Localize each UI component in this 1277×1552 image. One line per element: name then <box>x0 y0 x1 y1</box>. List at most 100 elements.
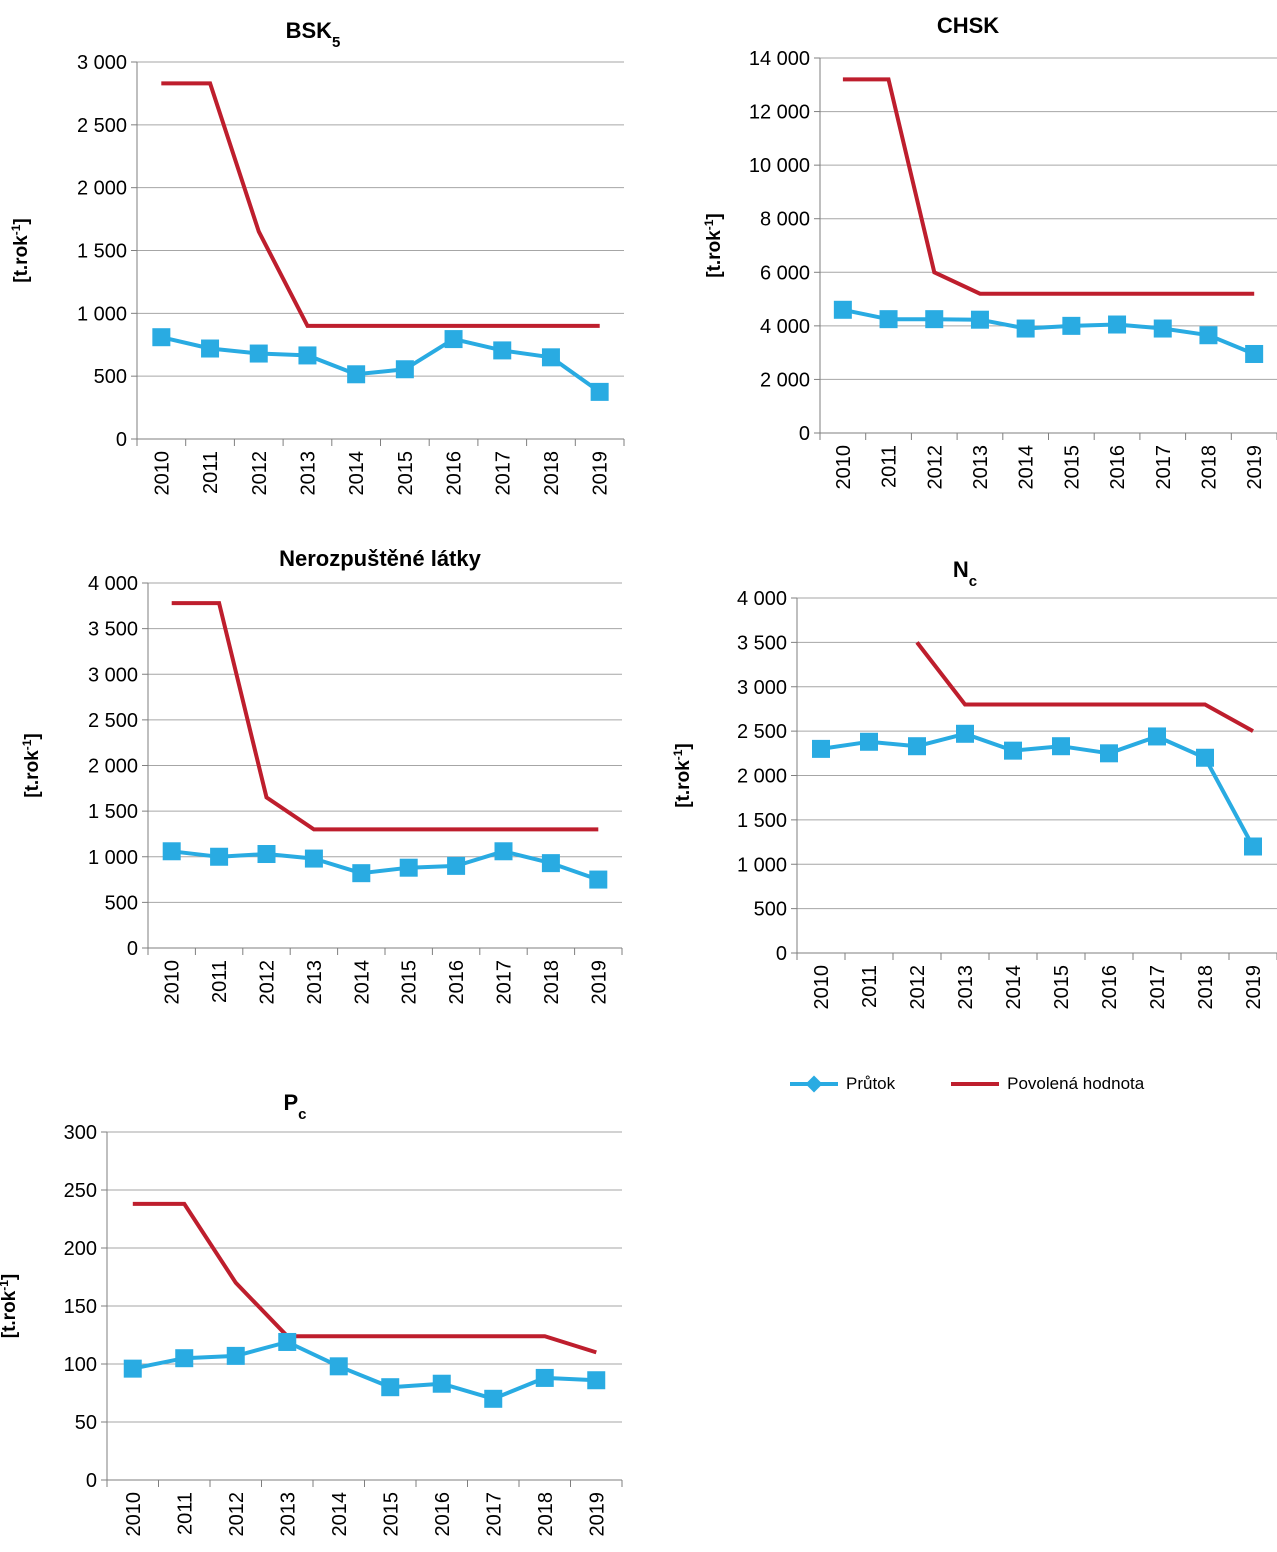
x-tick-label: 2018 <box>1198 445 1220 490</box>
data-point-prutok <box>444 330 463 349</box>
data-point-prutok <box>1196 748 1214 767</box>
data-point-prutok <box>201 339 220 358</box>
x-tick-label: 2017 <box>483 1492 505 1537</box>
chart-title: Pc <box>283 1090 306 1123</box>
data-point-prutok <box>249 344 268 363</box>
chart-5: Pc 0 50 100 150 200 250 300 2010 2011 2012 2013 2014… <box>0 1090 623 1537</box>
series-line-prutok <box>132 1340 597 1401</box>
y-tick-label: 2 000 <box>77 178 127 200</box>
x-tick-label: 2012 <box>226 1492 248 1537</box>
data-point-prutok <box>587 1371 606 1390</box>
y-tick-label: 0 <box>799 423 810 445</box>
x-tick-label: 2019 <box>1244 445 1266 490</box>
x-tick-label: 2013 <box>955 965 977 1010</box>
data-point-prutok <box>352 864 371 883</box>
data-point-prutok <box>1052 737 1070 756</box>
y-tick-label: 50 <box>75 1412 97 1434</box>
legend-label-limit: Povolená hodnota <box>1007 1074 1145 1093</box>
y-axis-label: [t.rok-1] <box>9 218 32 283</box>
y-tick-label: 0 <box>776 943 787 965</box>
data-point-prutok <box>329 1357 348 1376</box>
x-tick-label: 2014 <box>1016 445 1038 490</box>
y-tick-label: 8 000 <box>760 209 810 231</box>
data-point-prutok <box>970 310 989 329</box>
data-point-prutok <box>589 870 608 889</box>
chart-3: Nerozpuštěné látky 0 500 1 000 1 500 2 000 2 5… <box>20 546 623 1005</box>
data-point-prutok <box>1199 326 1218 345</box>
y-tick-label: 200 <box>64 1238 97 1260</box>
legend-swatch-flow <box>790 1074 838 1094</box>
series-line-prutok <box>842 307 1255 356</box>
data-point-prutok <box>1245 344 1264 363</box>
y-tick-label: 4 000 <box>88 573 138 595</box>
y-tick-label: 3 500 <box>737 632 787 654</box>
data-point-prutok <box>1062 316 1081 335</box>
x-tick-label: 2015 <box>395 451 417 496</box>
data-point-prutok <box>162 842 181 861</box>
x-tick-label: 2012 <box>249 451 271 496</box>
x-tick-label: 2015 <box>380 1492 402 1537</box>
x-tick-label: 2010 <box>811 965 833 1010</box>
x-tick-label: 2018 <box>535 1492 557 1537</box>
y-tick-label: 100 <box>64 1354 97 1376</box>
x-tick-label: 2011 <box>174 1492 196 1535</box>
x-tick-label: 2011 <box>859 965 881 1008</box>
y-tick-label: 500 <box>754 899 787 921</box>
y-tick-label: 1 000 <box>77 303 127 325</box>
data-point-prutok <box>1016 319 1035 338</box>
y-tick-label: 1 500 <box>77 241 127 263</box>
data-point-prutok <box>541 854 560 873</box>
x-tick-label: 2019 <box>590 451 612 496</box>
data-point-prutok <box>1108 315 1127 334</box>
x-tick-label: 2014 <box>329 1492 351 1537</box>
y-axis-label: [t.rok-1] <box>671 743 694 808</box>
x-tick-label: 2012 <box>924 445 946 490</box>
chart-4: Nc 0 500 1 000 1 500 2 000 2 500 3 000 3 500 4 00… <box>671 557 1277 1010</box>
series-line-povolena-hodnota <box>842 77 1255 296</box>
chart-2: CHSK 0 2 000 4 000 6 000 8 000 10 000 12 000 14 … <box>702 13 1277 490</box>
y-tick-label: 3 000 <box>77 52 127 74</box>
x-tick-label: 2010 <box>162 960 184 1005</box>
data-point-prutok <box>493 341 512 360</box>
data-point-prutok <box>304 849 323 868</box>
x-tick-label: 2013 <box>277 1492 299 1537</box>
y-tick-label: 250 <box>64 1180 97 1202</box>
data-point-prutok <box>298 346 317 365</box>
legend-item-flow: Průtok <box>790 1074 895 1094</box>
legend: Průtok Povolená hodnota <box>790 1074 1200 1094</box>
y-tick-label: 14 000 <box>749 48 810 70</box>
x-tick-label: 2018 <box>1195 965 1217 1010</box>
data-point-prutok <box>956 724 974 743</box>
data-point-prutok <box>541 348 560 367</box>
x-tick-label: 2016 <box>1107 445 1129 490</box>
data-point-prutok <box>908 737 926 756</box>
x-tick-label: 2012 <box>257 960 279 1005</box>
x-tick-label: 2014 <box>1003 965 1025 1010</box>
data-point-prutok <box>432 1374 451 1393</box>
y-axis-label: [t.rok-1] <box>702 213 725 278</box>
data-point-prutok <box>860 732 878 751</box>
data-point-prutok <box>590 382 609 401</box>
y-tick-label: 2 000 <box>737 766 787 788</box>
x-tick-label: 2017 <box>1153 445 1175 490</box>
data-point-prutok <box>278 1332 297 1351</box>
y-tick-label: 150 <box>64 1296 97 1318</box>
x-tick-label: 2011 <box>209 960 231 1003</box>
data-point-prutok <box>123 1359 142 1378</box>
y-tick-label: 6 000 <box>760 262 810 284</box>
y-tick-label: 300 <box>64 1122 97 1144</box>
data-point-prutok <box>812 739 830 758</box>
y-axis-label: [t.rok-1] <box>20 733 43 798</box>
legend-label-flow: Průtok <box>846 1074 896 1093</box>
x-tick-label: 2012 <box>907 965 929 1010</box>
y-tick-label: 500 <box>105 892 138 914</box>
legend-line-limit <box>951 1082 1000 1086</box>
x-tick-label: 2015 <box>399 960 421 1005</box>
chart-title: Nerozpuštěné látky <box>279 546 481 571</box>
series-line-povolena-hodnota <box>161 81 600 328</box>
data-point-prutok <box>347 365 366 384</box>
x-tick-label: 2016 <box>446 960 468 1005</box>
x-tick-label: 2019 <box>586 1492 608 1537</box>
